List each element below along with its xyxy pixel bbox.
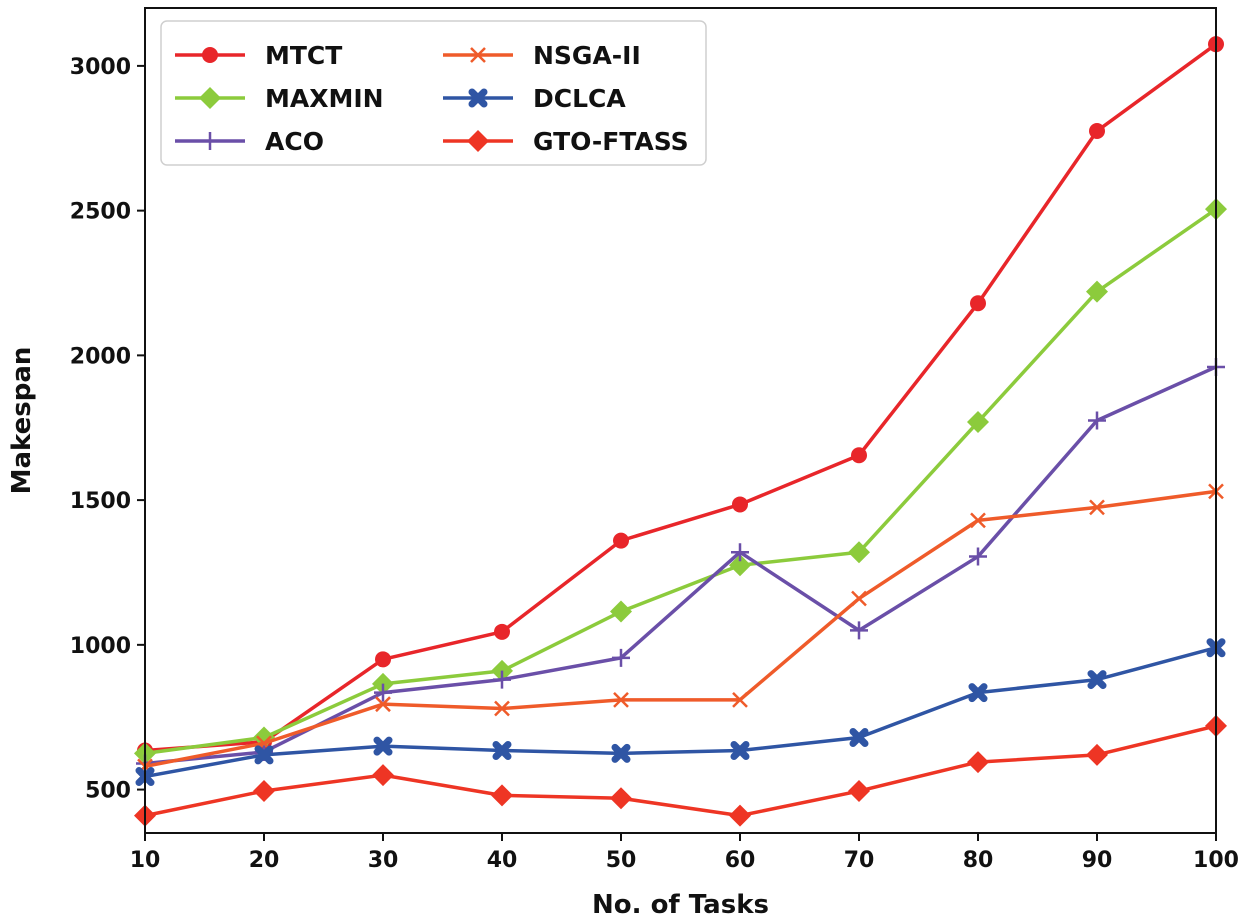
data-point-aco bbox=[969, 547, 987, 566]
data-point-maxmin bbox=[1086, 280, 1108, 303]
legend-swatch-marker bbox=[468, 88, 488, 108]
data-point-maxmin bbox=[848, 541, 870, 564]
series-line-aco bbox=[144, 365, 1217, 766]
data-point-gto-ftass bbox=[253, 780, 275, 803]
series-mtct bbox=[137, 36, 1224, 759]
series-maxmin bbox=[134, 198, 1227, 765]
data-point-mtct bbox=[613, 532, 629, 549]
legend-swatch-marker bbox=[199, 87, 221, 109]
series-gto-ftass bbox=[134, 714, 1227, 827]
series-dclca bbox=[135, 638, 1226, 787]
series-line-dclca bbox=[144, 646, 1217, 779]
data-point-nsga-ii bbox=[613, 691, 629, 708]
data-point-maxmin bbox=[967, 410, 989, 433]
legend-label: DCLCA bbox=[533, 84, 626, 113]
y-tick-label: 500 bbox=[85, 779, 131, 804]
data-point-gto-ftass bbox=[491, 784, 513, 807]
x-tick-label: 60 bbox=[725, 848, 756, 873]
data-point-dclca bbox=[611, 743, 631, 763]
data-point-dclca bbox=[373, 736, 393, 756]
legend-swatch-marker bbox=[202, 47, 218, 63]
x-axis-title: No. of Tasks bbox=[592, 890, 769, 920]
data-point-mtct bbox=[494, 623, 510, 640]
data-point-gto-ftass bbox=[372, 764, 394, 787]
x-tick-label: 90 bbox=[1082, 848, 1113, 873]
data-point-mtct bbox=[970, 295, 986, 312]
series-line-maxmin bbox=[144, 207, 1217, 756]
legend-label: MTCT bbox=[265, 41, 342, 70]
data-point-aco bbox=[493, 670, 511, 689]
plot-frame bbox=[144, 7, 1217, 834]
legend-label: GTO-FTASS bbox=[533, 127, 689, 156]
data-point-aco bbox=[1088, 411, 1106, 430]
data-point-dclca bbox=[849, 727, 869, 747]
y-tick-label: 2500 bbox=[70, 200, 131, 225]
legend-item-dclca: DCLCA bbox=[443, 84, 626, 113]
data-point-gto-ftass bbox=[610, 787, 632, 810]
data-point-aco bbox=[612, 648, 630, 667]
data-point-aco bbox=[731, 543, 749, 562]
data-point-mtct bbox=[732, 496, 748, 513]
x-tick-label: 80 bbox=[963, 848, 994, 873]
data-point-dclca bbox=[1087, 670, 1107, 690]
data-point-gto-ftass bbox=[729, 804, 751, 827]
data-point-dclca bbox=[730, 741, 750, 760]
series-line-gto-ftass bbox=[144, 724, 1217, 818]
plot-series-layer bbox=[134, 36, 1227, 827]
legend-item-nsga-ii: NSGA-II bbox=[443, 41, 641, 70]
data-point-dclca bbox=[254, 745, 274, 765]
data-point-aco bbox=[850, 621, 868, 640]
y-tick-label: 2000 bbox=[70, 344, 131, 369]
data-point-mtct bbox=[375, 651, 391, 668]
data-point-maxmin bbox=[610, 600, 632, 623]
series-nsga-ii bbox=[137, 483, 1224, 775]
legend: MTCT MAXMIN ACO NSGA-II DCLCA GTO-FTASS bbox=[160, 20, 707, 166]
data-point-mtct bbox=[1089, 123, 1105, 140]
data-point-dclca bbox=[968, 683, 988, 703]
data-point-maxmin bbox=[729, 554, 751, 577]
data-point-gto-ftass bbox=[967, 751, 989, 774]
data-point-nsga-ii bbox=[1089, 499, 1105, 516]
legend-item-mtct: MTCT bbox=[175, 41, 342, 70]
series-line-mtct bbox=[144, 42, 1218, 753]
axes-layer: 10 20 30 40 50 60 70 80 90 100 500 1000 1500 2000 2500… bbox=[70, 55, 1239, 873]
x-tick-label: 100 bbox=[1193, 848, 1239, 873]
x-tick-label: 50 bbox=[606, 848, 637, 873]
y-tick-label: 1500 bbox=[70, 489, 131, 514]
x-tick-label: 20 bbox=[249, 848, 280, 873]
legend-swatch-marker bbox=[201, 132, 219, 150]
series-line-nsga-ii bbox=[144, 489, 1217, 769]
x-tick-label: 70 bbox=[844, 848, 875, 873]
data-point-mtct bbox=[851, 447, 867, 464]
y-tick-label: 3000 bbox=[70, 55, 131, 80]
series-aco bbox=[136, 357, 1225, 773]
data-point-nsga-ii bbox=[851, 590, 867, 607]
legend-item-maxmin: MAXMIN bbox=[175, 84, 384, 113]
data-point-dclca bbox=[492, 741, 512, 760]
x-tick-label: 10 bbox=[130, 848, 161, 873]
legend-item-aco: ACO bbox=[175, 127, 324, 156]
x-tick-label: 40 bbox=[487, 848, 518, 873]
data-point-gto-ftass bbox=[1086, 743, 1108, 766]
data-point-nsga-ii bbox=[494, 700, 510, 717]
legend-box bbox=[160, 20, 707, 166]
legend-item-gto-ftass: GTO-FTASS bbox=[443, 127, 689, 156]
data-point-nsga-ii bbox=[732, 691, 748, 708]
data-point-gto-ftass bbox=[848, 780, 870, 803]
data-point-nsga-ii bbox=[375, 696, 391, 713]
legend-label: ACO bbox=[265, 127, 324, 156]
data-point-aco bbox=[374, 683, 392, 702]
x-tick-label: 30 bbox=[368, 848, 399, 873]
legend-swatch-marker bbox=[467, 130, 489, 152]
legend-swatch-marker bbox=[470, 47, 486, 63]
y-axis-title: Makespan bbox=[7, 347, 37, 495]
y-tick-label: 1000 bbox=[70, 634, 131, 659]
data-point-nsga-ii bbox=[970, 512, 986, 529]
legend-label: MAXMIN bbox=[265, 84, 384, 113]
legend-label: NSGA-II bbox=[533, 41, 641, 70]
